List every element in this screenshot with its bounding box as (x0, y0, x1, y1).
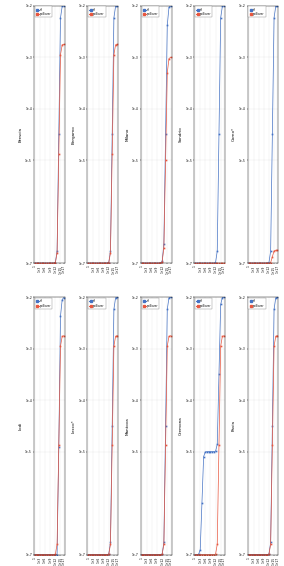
Legend: irf, spillover: irf, spillover (248, 298, 266, 308)
Y-axis label: Sondrio: Sondrio (179, 127, 183, 142)
Legend: irf, spillover: irf, spillover (195, 298, 212, 308)
Y-axis label: Cremona: Cremona (179, 417, 183, 435)
Legend: irf, spillover: irf, spillover (248, 6, 266, 17)
Legend: irf, spillover: irf, spillover (35, 298, 52, 308)
Y-axis label: Milano: Milano (125, 128, 129, 141)
Legend: irf, spillover: irf, spillover (35, 6, 52, 17)
Legend: irf, spillover: irf, spillover (142, 6, 159, 17)
Y-axis label: Mantova: Mantova (125, 417, 129, 435)
Y-axis label: Lecco*: Lecco* (72, 419, 76, 433)
Y-axis label: Brescia: Brescia (18, 127, 22, 142)
Legend: irf, spillover: irf, spillover (88, 298, 106, 308)
Legend: irf, spillover: irf, spillover (142, 298, 159, 308)
Legend: irf, spillover: irf, spillover (88, 6, 106, 17)
Legend: irf, spillover: irf, spillover (195, 6, 212, 17)
Y-axis label: Bergamo: Bergamo (72, 125, 76, 144)
Y-axis label: Pavia: Pavia (232, 421, 236, 431)
Y-axis label: Lodi: Lodi (18, 422, 22, 430)
Y-axis label: Como*: Como* (232, 127, 236, 142)
